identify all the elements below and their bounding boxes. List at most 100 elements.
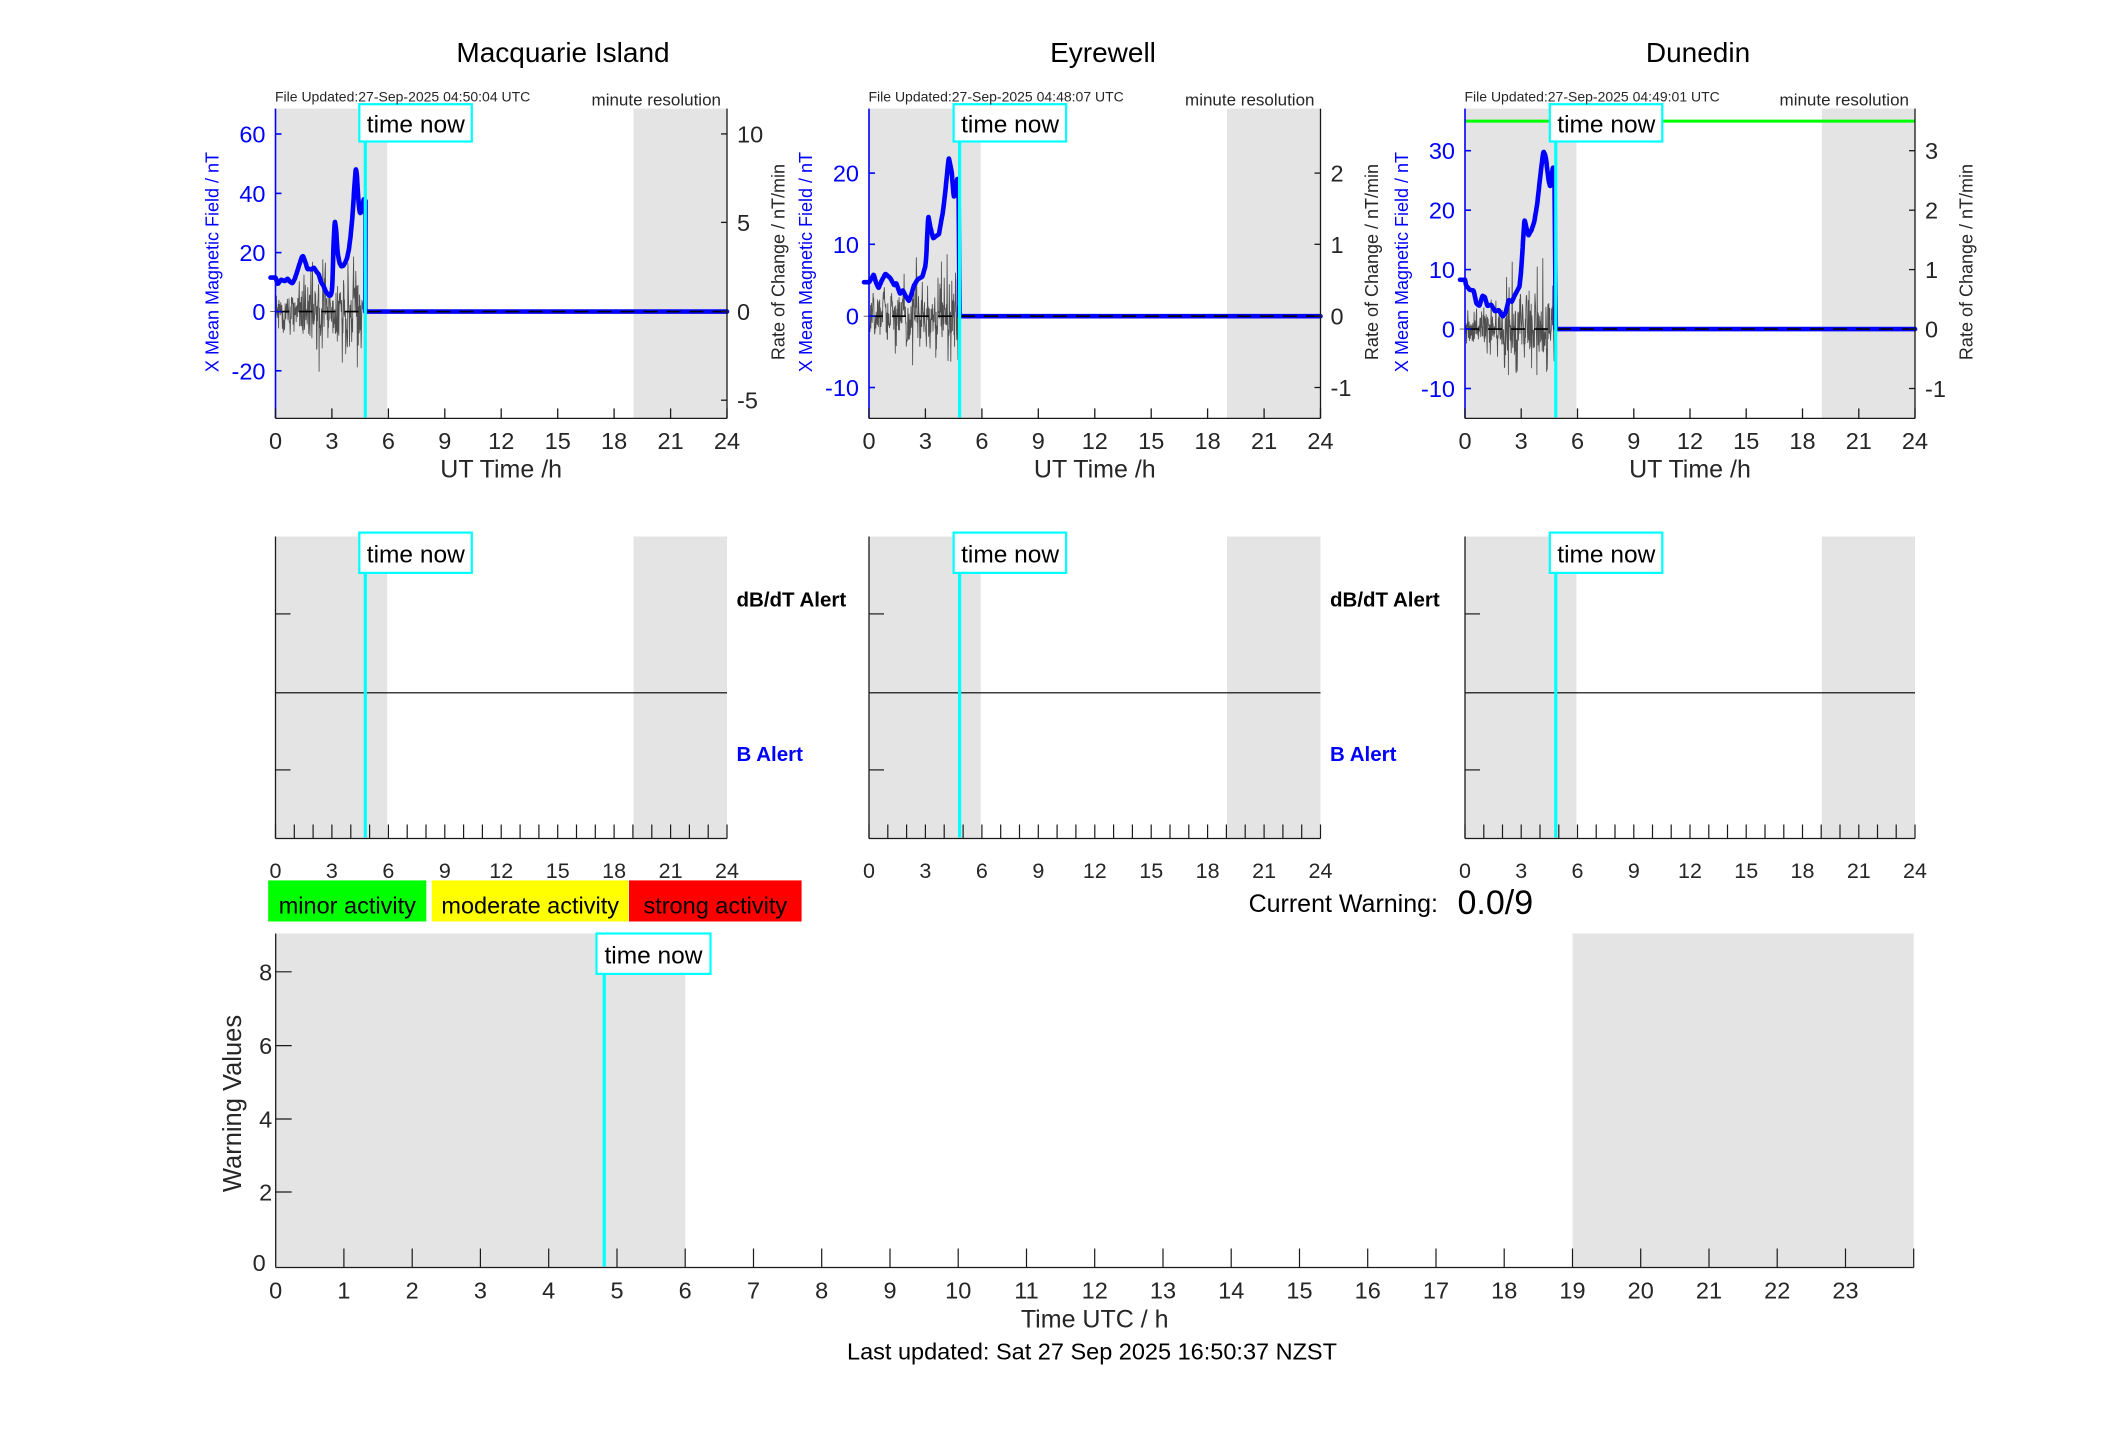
svg-text:moderate activity: moderate activity — [441, 893, 619, 919]
svg-text:21: 21 — [1252, 859, 1276, 883]
svg-text:2: 2 — [406, 1278, 419, 1304]
svg-text:10: 10 — [737, 121, 763, 147]
svg-text:12: 12 — [1082, 428, 1108, 454]
svg-text:23: 23 — [1832, 1278, 1858, 1304]
svg-text:10: 10 — [833, 232, 859, 258]
svg-text:18: 18 — [1491, 1278, 1517, 1304]
svg-text:4: 4 — [542, 1278, 555, 1304]
svg-text:3: 3 — [919, 859, 931, 883]
svg-text:24: 24 — [1307, 428, 1333, 454]
svg-text:2: 2 — [1331, 161, 1344, 187]
svg-text:Last updated: Sat 27 Sep 2025: Last updated: Sat 27 Sep 2025 16:50:37 N… — [847, 1339, 1337, 1365]
svg-text:21: 21 — [659, 859, 683, 883]
svg-text:Rate of Change / nT/min: Rate of Change / nT/min — [1362, 164, 1382, 360]
svg-text:1: 1 — [337, 1278, 350, 1304]
svg-text:6: 6 — [975, 428, 988, 454]
svg-text:0: 0 — [269, 1278, 282, 1304]
svg-text:15: 15 — [1734, 859, 1758, 883]
svg-text:File Updated:27-Sep-2025 04:50: File Updated:27-Sep-2025 04:50:04 UTC — [275, 89, 530, 105]
svg-text:UT Time /h: UT Time /h — [440, 456, 562, 484]
svg-text:-5: -5 — [737, 388, 758, 414]
svg-text:6: 6 — [976, 859, 988, 883]
svg-text:X Mean Magnetic Field / nT: X Mean Magnetic Field / nT — [796, 152, 816, 372]
svg-text:9: 9 — [1628, 859, 1640, 883]
svg-text:24: 24 — [1902, 428, 1928, 454]
svg-text:-10: -10 — [825, 375, 859, 401]
svg-text:dB/dT Alert: dB/dT Alert — [1330, 589, 1440, 612]
svg-text:24: 24 — [714, 428, 740, 454]
svg-text:17: 17 — [1423, 1278, 1449, 1304]
svg-text:-1: -1 — [1331, 375, 1352, 401]
svg-text:19: 19 — [1559, 1278, 1585, 1304]
svg-text:Eyrewell: Eyrewell — [1050, 37, 1156, 68]
svg-text:minute resolution: minute resolution — [1780, 91, 1909, 110]
svg-text:Macquarie Island: Macquarie Island — [456, 37, 669, 68]
svg-text:0: 0 — [269, 428, 282, 454]
svg-text:3: 3 — [474, 1278, 487, 1304]
svg-text:12: 12 — [1082, 1278, 1108, 1304]
svg-text:6: 6 — [259, 1033, 272, 1059]
svg-text:15: 15 — [545, 428, 571, 454]
svg-text:0: 0 — [252, 299, 265, 325]
svg-text:8: 8 — [815, 1278, 828, 1304]
svg-text:1: 1 — [1331, 232, 1344, 258]
svg-text:Rate of Change / nT/min: Rate of Change / nT/min — [1957, 164, 1977, 360]
svg-text:2: 2 — [259, 1180, 272, 1206]
svg-text:X Mean Magnetic Field / nT: X Mean Magnetic Field / nT — [203, 152, 223, 372]
svg-text:3: 3 — [919, 428, 932, 454]
svg-text:time now: time now — [961, 112, 1059, 139]
svg-text:21: 21 — [1696, 1278, 1722, 1304]
svg-text:18: 18 — [1196, 859, 1220, 883]
svg-text:12: 12 — [1677, 428, 1703, 454]
svg-text:time now: time now — [367, 542, 465, 569]
svg-text:Current Warning:: Current Warning: — [1249, 890, 1438, 918]
svg-text:1: 1 — [1925, 257, 1938, 283]
svg-text:21: 21 — [658, 428, 684, 454]
svg-text:time now: time now — [604, 943, 702, 970]
svg-text:21: 21 — [1251, 428, 1277, 454]
svg-text:UT Time /h: UT Time /h — [1629, 456, 1751, 484]
svg-text:6: 6 — [1572, 859, 1584, 883]
svg-text:UT Time /h: UT Time /h — [1034, 456, 1156, 484]
svg-text:11: 11 — [1014, 1278, 1038, 1304]
svg-text:minute resolution: minute resolution — [1185, 91, 1314, 110]
svg-text:2: 2 — [1925, 198, 1938, 224]
svg-text:21: 21 — [1847, 859, 1871, 883]
svg-text:minute resolution: minute resolution — [592, 91, 721, 110]
svg-text:9: 9 — [1627, 428, 1640, 454]
svg-text:B Alert: B Alert — [1330, 743, 1397, 766]
svg-text:0: 0 — [846, 304, 859, 330]
svg-text:3: 3 — [1925, 138, 1938, 164]
svg-text:0: 0 — [253, 1250, 266, 1276]
svg-text:-10: -10 — [1421, 376, 1455, 402]
svg-text:6: 6 — [1571, 428, 1584, 454]
svg-text:20: 20 — [1429, 198, 1455, 224]
svg-text:0: 0 — [863, 859, 875, 883]
svg-text:15: 15 — [1139, 859, 1163, 883]
svg-text:20: 20 — [1628, 1278, 1654, 1304]
svg-text:File Updated:27-Sep-2025 04:48: File Updated:27-Sep-2025 04:48:07 UTC — [869, 89, 1124, 105]
svg-text:3: 3 — [1515, 428, 1528, 454]
svg-text:0: 0 — [1925, 317, 1938, 343]
svg-text:minor activity: minor activity — [279, 893, 416, 919]
svg-text:time now: time now — [1557, 542, 1655, 569]
svg-text:0: 0 — [862, 428, 875, 454]
svg-text:3: 3 — [1515, 859, 1527, 883]
svg-text:7: 7 — [747, 1278, 760, 1304]
svg-text:B Alert: B Alert — [737, 743, 804, 766]
svg-text:6: 6 — [679, 1278, 692, 1304]
svg-text:12: 12 — [488, 428, 514, 454]
svg-text:0: 0 — [737, 299, 750, 325]
svg-text:14: 14 — [1218, 1278, 1244, 1304]
svg-text:13: 13 — [1150, 1278, 1176, 1304]
svg-text:24: 24 — [1309, 859, 1333, 883]
svg-text:24: 24 — [1903, 859, 1927, 883]
svg-text:0: 0 — [1331, 304, 1344, 330]
svg-text:6: 6 — [382, 428, 395, 454]
svg-text:Time UTC / h: Time UTC / h — [1021, 1306, 1169, 1334]
svg-text:X Mean Magnetic Field / nT: X Mean Magnetic Field / nT — [1392, 152, 1412, 372]
svg-text:12: 12 — [1083, 859, 1107, 883]
svg-text:5: 5 — [610, 1278, 623, 1304]
svg-text:-20: -20 — [232, 358, 266, 384]
svg-text:Warning Values: Warning Values — [219, 1015, 247, 1192]
